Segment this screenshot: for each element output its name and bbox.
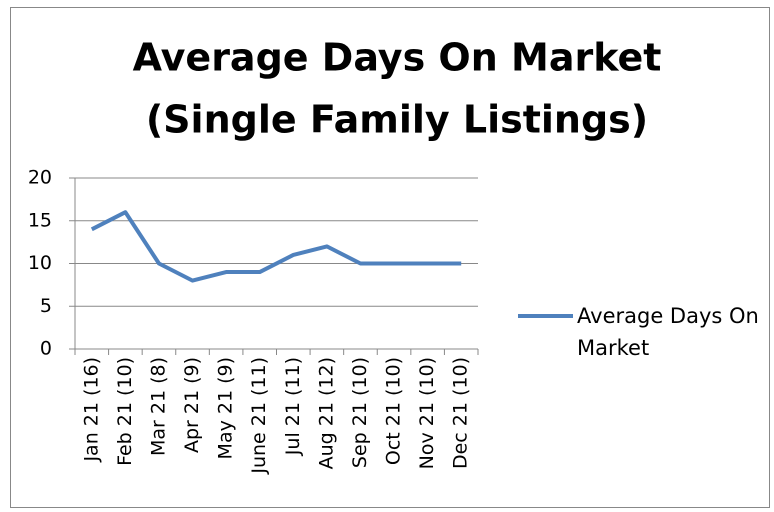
chart-border [10, 7, 770, 508]
x-tick-label: Dec 21 (10) [450, 357, 472, 469]
y-tick-label: 10 [28, 252, 52, 274]
x-tick-label: Nov 21 (10) [416, 357, 438, 469]
x-tick-label: Apr 21 (9) [181, 357, 203, 453]
chart-title: Average Days On Market [133, 36, 662, 80]
x-tick-label: June 21 (11) [248, 357, 270, 475]
x-tick-label: May 21 (9) [215, 357, 237, 459]
x-tick-label: Feb 21 (10) [114, 357, 136, 466]
x-tick-label: Mar 21 (8) [147, 357, 169, 456]
x-tick-label: Sep 21 (10) [349, 357, 371, 468]
legend-label: Average Days On Market [577, 304, 759, 360]
y-tick-label: 0 [40, 338, 52, 360]
x-tick-label: Aug 21 (12) [315, 357, 337, 469]
x-tick-label: Oct 21 (10) [383, 357, 405, 465]
x-tick-label: Jan 21 (16) [80, 357, 102, 463]
x-tick-label: Jul 21 (11) [282, 357, 304, 456]
y-tick-label: 20 [28, 167, 52, 189]
y-tick-label: 15 [28, 209, 52, 231]
y-tick-label: 5 [40, 295, 52, 317]
series-line [90, 210, 462, 283]
chart-title: (Single Family Listings) [146, 98, 648, 142]
